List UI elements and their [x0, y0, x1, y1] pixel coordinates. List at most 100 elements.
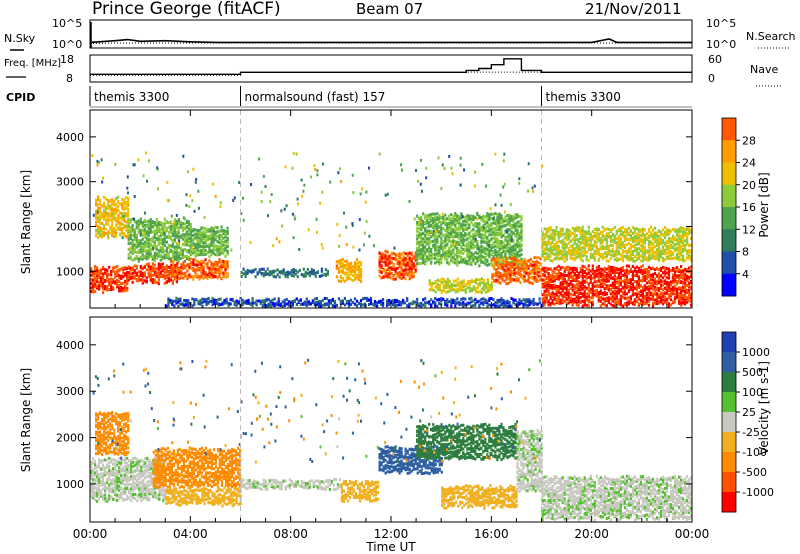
power-cell [502, 255, 505, 259]
power-cell [175, 230, 178, 234]
power-cell [625, 272, 628, 276]
power-cell [607, 301, 610, 304]
power-cell [434, 290, 437, 294]
power-cell [583, 249, 586, 253]
power-cell [686, 289, 689, 293]
power-cell [442, 287, 445, 291]
power-cell [202, 270, 205, 274]
power-cell [589, 246, 592, 250]
power-cell [157, 265, 160, 268]
power-cell [493, 279, 496, 282]
power-cell [200, 248, 203, 252]
power-cell [218, 272, 221, 275]
power-cell [593, 252, 596, 256]
power-cell [581, 225, 584, 229]
power-cell [607, 284, 610, 288]
power-cell [202, 230, 205, 234]
power-cell [472, 235, 475, 239]
power-cell [645, 292, 648, 295]
power-cell [563, 281, 566, 285]
power-cell [440, 261, 443, 265]
power-cell [504, 244, 507, 248]
power-cell [155, 280, 158, 284]
power-cell [452, 221, 455, 225]
power-cell [476, 242, 479, 246]
power-cell [111, 228, 114, 232]
power-cell [589, 300, 592, 304]
power-cell [210, 275, 213, 279]
power-cell [575, 226, 578, 230]
power-cell [583, 290, 586, 294]
power-cell [575, 269, 578, 273]
power-cell [147, 219, 150, 223]
power-cell [655, 298, 659, 302]
power-cell [680, 286, 683, 290]
power-cell [181, 249, 184, 253]
power-cell [95, 224, 98, 228]
power-cell [438, 230, 441, 234]
power-cell [512, 247, 515, 251]
power-cell [647, 287, 651, 291]
freq-tick-top: 18 [60, 53, 74, 66]
power-cell [490, 248, 493, 252]
power-cell [400, 262, 403, 266]
power-cell [183, 259, 186, 263]
power-cell [454, 279, 457, 283]
power-cell [627, 269, 630, 273]
power-cell [563, 248, 566, 252]
power-cell [104, 279, 107, 282]
power-cell [619, 257, 622, 261]
power-cell [488, 239, 491, 243]
power-cell [143, 228, 146, 232]
power-cell [137, 249, 140, 253]
power-cell [682, 281, 685, 285]
power-cell [428, 283, 431, 287]
power-cell [520, 235, 523, 239]
power-cell [446, 243, 449, 247]
power-cell [478, 228, 481, 232]
power-cell [109, 212, 112, 216]
power-cell [171, 243, 174, 246]
power-cell [613, 238, 616, 242]
power-cell [587, 294, 590, 298]
power-cell [428, 229, 431, 233]
power-cell [551, 229, 554, 232]
power-cell [585, 258, 588, 262]
power-cell [525, 261, 528, 265]
power-cell [643, 278, 646, 282]
power-cell [190, 251, 193, 255]
power-cell [579, 296, 582, 299]
power-cell [468, 245, 471, 249]
power-cell [631, 278, 634, 281]
power-cell [353, 265, 357, 269]
power-cell [442, 227, 445, 231]
power-cell [547, 286, 550, 289]
power-cell [551, 241, 554, 244]
power-cell [244, 272, 247, 276]
power-cell [440, 281, 443, 285]
power-cell [565, 283, 568, 287]
power-cell [436, 239, 439, 242]
power-cell [198, 234, 201, 238]
nave-tick-top: 60 [708, 53, 722, 66]
power-cell [292, 268, 295, 272]
power-cell [450, 257, 453, 261]
power-cell [501, 267, 504, 271]
power-cell [607, 267, 610, 271]
power-cell [171, 279, 174, 283]
power-cell [206, 273, 209, 277]
power-cell [577, 289, 580, 293]
power-cell [671, 273, 675, 277]
power-cell [216, 253, 219, 257]
power-cell [214, 244, 217, 248]
date-label: 21/Nov/2011 [585, 0, 682, 18]
power-cell [131, 280, 134, 284]
power-cell [589, 274, 592, 278]
power-cell [161, 233, 164, 237]
power-cell [639, 265, 642, 269]
power-cell [680, 270, 683, 274]
power-cell [454, 290, 457, 294]
power-cell [224, 246, 227, 250]
power-cell [147, 268, 150, 272]
power-cell [503, 279, 506, 283]
